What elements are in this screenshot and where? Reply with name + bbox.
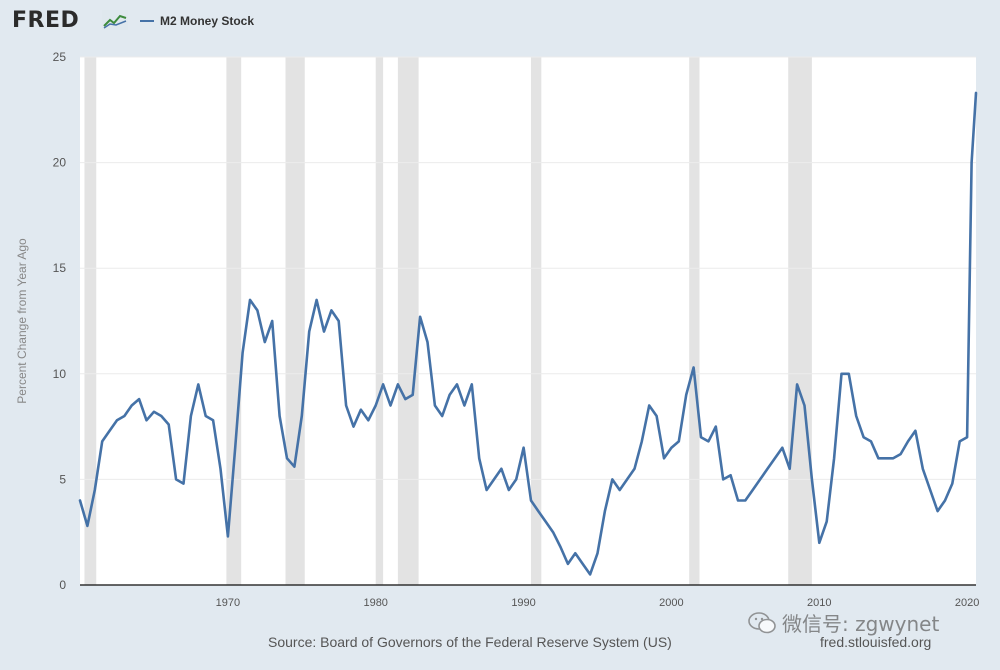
fred-logo[interactable]: FRED: [12, 8, 80, 33]
series-group: [78, 91, 978, 576]
recession-band: [788, 57, 812, 585]
recession-band: [375, 57, 384, 585]
recession-band: [285, 57, 305, 585]
y-tick-label: 10: [53, 367, 67, 381]
chart-line-icon: [102, 10, 128, 30]
x-tick-label: 2020: [955, 597, 979, 609]
y-tick-label: 25: [53, 50, 67, 64]
recession-bands: [84, 57, 812, 585]
x-tick-label: 2010: [807, 597, 831, 609]
y-tick-label: 5: [59, 472, 66, 486]
y-tick-labels: 0 5 10 15 20 25: [53, 50, 67, 592]
y-tick-label: 0: [59, 578, 66, 592]
source-note: Source: Board of Governors of the Federa…: [268, 634, 672, 650]
x-tick-labels: 1970 1980 1990 2000 2010 2020: [216, 597, 980, 609]
recession-band: [397, 57, 419, 585]
watermark: 微信号: zgwynet: [748, 608, 939, 637]
series-line: [78, 91, 978, 576]
legend-label: M2 Money Stock: [160, 14, 255, 28]
recession-band: [689, 57, 700, 585]
chart-canvas: Percent Change from Year Ago 0510152025 …: [15, 50, 980, 609]
wechat-icon: [748, 611, 776, 633]
recession-band: [84, 57, 97, 585]
y-axis-label: Percent Change from Year Ago: [15, 238, 29, 404]
recession-band: [530, 57, 542, 585]
site-link[interactable]: fred.stlouisfed.org: [820, 634, 932, 650]
plot-background: [80, 57, 976, 585]
y-tick-label: 15: [53, 261, 67, 275]
x-tick-label: 1970: [216, 597, 240, 609]
x-tick-label: 1980: [363, 597, 387, 609]
x-tick-label: 2000: [659, 597, 683, 609]
watermark-text: 微信号: zgwynet: [782, 612, 940, 636]
grid-lines: [80, 56, 976, 480]
x-tick-label: 1990: [511, 597, 535, 609]
legend-swatch: [140, 20, 154, 22]
chart-legend: M2 Money Stock: [140, 14, 254, 28]
y-tick-label: 20: [53, 156, 67, 170]
recession-band: [226, 57, 242, 585]
